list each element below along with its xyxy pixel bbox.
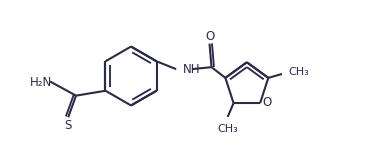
- Text: S: S: [65, 119, 72, 132]
- Text: CH₃: CH₃: [217, 124, 238, 134]
- Text: O: O: [262, 96, 271, 109]
- Text: O: O: [205, 30, 214, 43]
- Text: H₂N: H₂N: [30, 76, 52, 89]
- Text: CH₃: CH₃: [288, 67, 309, 77]
- Text: NH: NH: [183, 63, 201, 76]
